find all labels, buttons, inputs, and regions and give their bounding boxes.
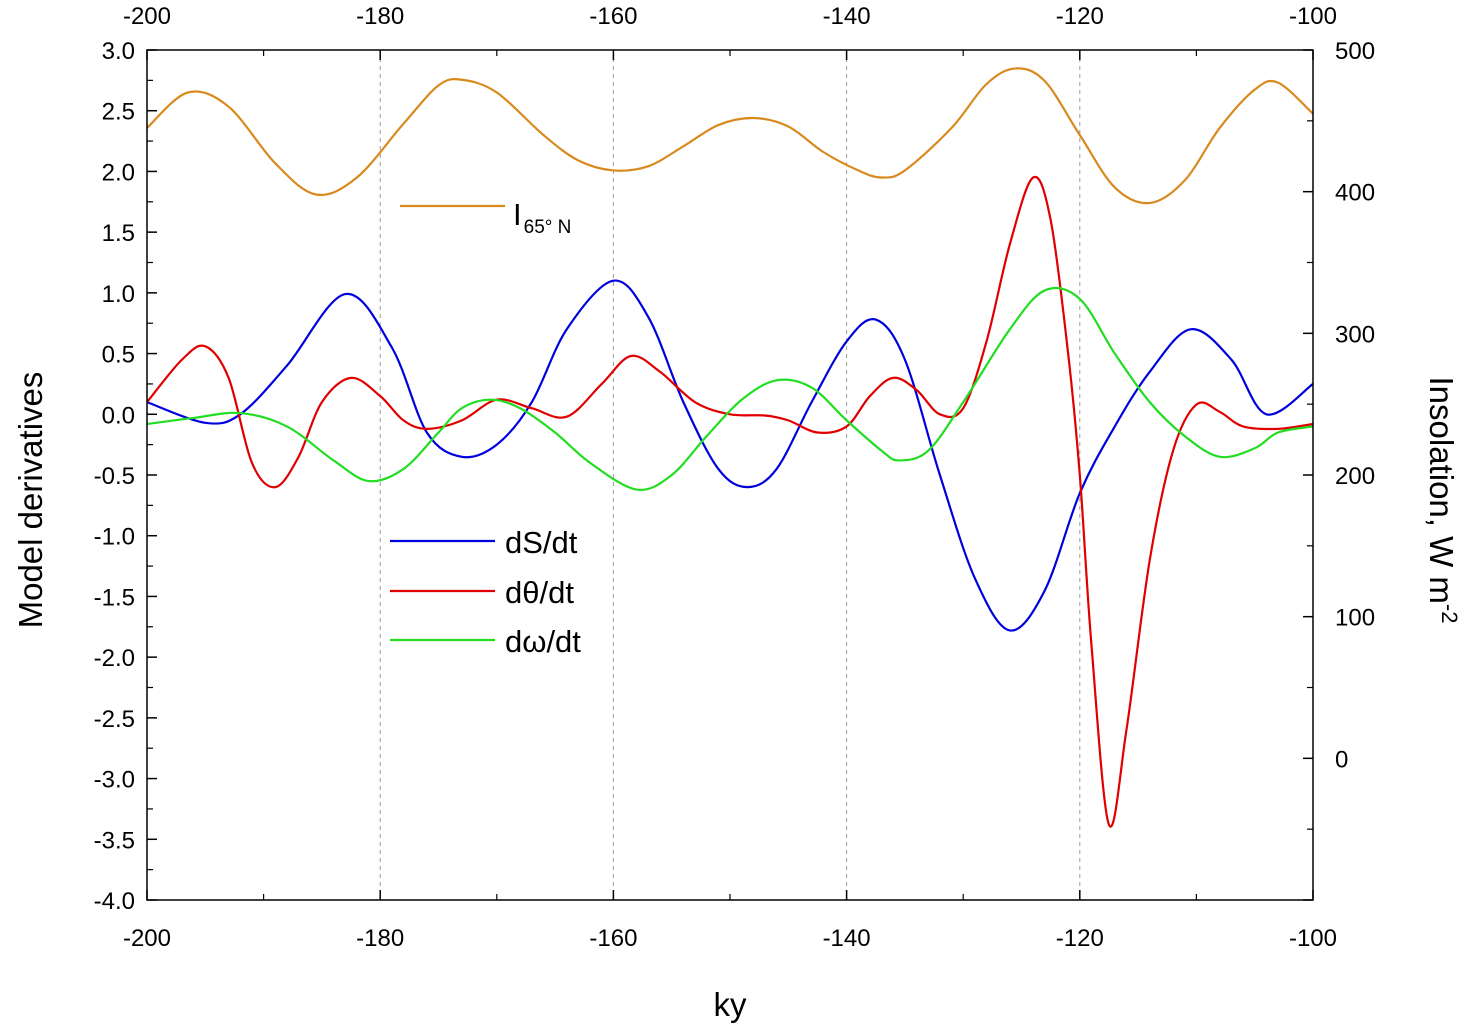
x-tick-label: -100 [1289, 925, 1337, 952]
series-line-dthetadt [146, 175, 1314, 828]
y-left-tick-label: 1.0 [102, 281, 135, 308]
y-left-tick-label: -4.0 [94, 888, 135, 915]
y-left-tick-label: 3.0 [102, 38, 135, 65]
y-left-tick-label: 2.5 [102, 99, 135, 126]
y-left-tick-label: -1.5 [94, 584, 135, 611]
y-right-tick-label: 400 [1335, 180, 1375, 207]
y-left-tick-label: -3.5 [94, 827, 135, 854]
x-tick-label-top: -180 [356, 3, 404, 30]
x-tick-label-top: -100 [1289, 3, 1337, 30]
legend-label-insolation-sub: 65° N [524, 217, 572, 238]
y-right-tick-label: 500 [1335, 38, 1375, 65]
y-right-tick-label: 200 [1335, 463, 1375, 490]
legend-label-insolation: I 65° N [513, 197, 571, 238]
series-layer [146, 67, 1314, 828]
y-right-tick-label: 300 [1335, 321, 1375, 348]
y-left-tick-label: -3.0 [94, 767, 135, 794]
x-tick-label: -180 [356, 925, 404, 952]
legend-label-domegadt: dω/dt [505, 624, 581, 659]
y-left-tick-label: 2.0 [102, 159, 135, 186]
y-left-tick-label: 0.5 [102, 342, 135, 369]
series-line-insolation [146, 67, 1314, 205]
y-left-tick-label: -0.5 [94, 463, 135, 490]
y-left-tick-label: -1.0 [94, 524, 135, 551]
y-right-axis-title-main: Insolation, W m [1423, 377, 1460, 604]
y-right-axis-title: Insolation, W m-2 [1423, 377, 1462, 624]
plot-frame [146, 49, 1314, 901]
series-line-domegadt [146, 287, 1314, 491]
x-tick-label-top: -200 [123, 3, 171, 30]
x-tick-label: -160 [589, 925, 637, 952]
legend-label-dthetadt: dθ/dt [505, 575, 574, 610]
legend-label-dsdt: dS/dt [505, 525, 578, 560]
legend-label-insolation-main: I [513, 197, 522, 232]
x-axis-title: ky [714, 986, 748, 1023]
y-right-axis-title-sup: -2 [1437, 604, 1462, 624]
y-right-tick-label: 100 [1335, 605, 1375, 632]
y-right-tick-label: 0 [1335, 746, 1348, 773]
y-left-tick-label: 1.5 [102, 220, 135, 247]
y-left-tick-label: 0.0 [102, 402, 135, 429]
legend: I 65° N dS/dt dθ/dt dω/dt [390, 197, 581, 659]
x-tick-label: -140 [823, 925, 871, 952]
y-left-tick-label: -2.5 [94, 706, 135, 733]
x-tick-label: -120 [1056, 925, 1104, 952]
series-line-dsdt [146, 279, 1314, 632]
vertical-gridlines [379, 50, 1081, 900]
x-tick-label-top: -160 [589, 3, 637, 30]
axis-ticks: -200 -200 -180 -180 -160 -160 -140 -140 -120 -120… [94, 3, 1375, 952]
y-left-axis-title: Model derivatives [12, 372, 49, 629]
x-tick-label-top: -140 [823, 3, 871, 30]
y-left-tick-label: -2.0 [94, 645, 135, 672]
x-tick-label: -200 [123, 925, 171, 952]
x-tick-label-top: -120 [1056, 3, 1104, 30]
